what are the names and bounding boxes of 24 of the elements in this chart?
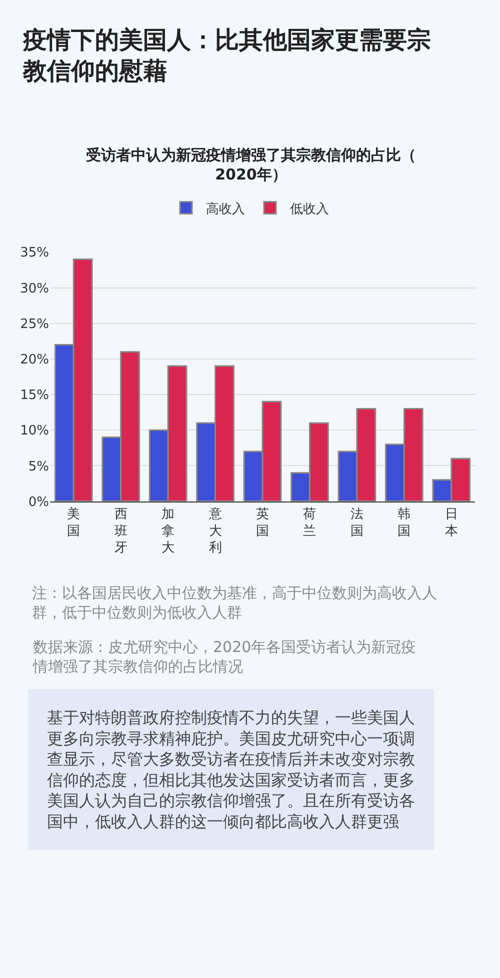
- x-tick-label: 韩国: [398, 506, 411, 539]
- y-tick-label: 10%: [20, 424, 49, 439]
- x-tick-label: 西班牙: [114, 506, 128, 556]
- y-tick-label: 35%: [20, 246, 49, 261]
- x-tick-label: 美国: [67, 506, 80, 539]
- text: 注：以各国居民收入中位数为基准，高于中位数则为高收入人群，低于中位数则为低收入人群: [32, 584, 437, 622]
- y-tick-label: 15%: [20, 388, 49, 404]
- source-note: 数据来源：皮尤研究中心，2020年各国受访者认为新冠疫情增强了其宗教信仰的占比情况: [32, 638, 416, 676]
- chart-subtitle: 受访者中认为新冠疫情增强了其宗教信仰的占比（2020年）: [85, 146, 416, 184]
- y-tick-label: 30%: [20, 281, 49, 296]
- x-tick-label: 法国: [350, 506, 364, 539]
- y-tick-label: 5%: [28, 459, 49, 474]
- x-tick-label: 英国: [256, 506, 269, 539]
- y-tick-label: 25%: [20, 316, 49, 332]
- x-tick-label: 加拿大: [162, 506, 175, 556]
- legend-label: 高收入: [206, 200, 245, 217]
- y-tick-label: 0%: [28, 494, 49, 510]
- x-tick-label: 意大利: [208, 506, 222, 556]
- chart-title: 疫情下的美国人：比其他国家更需要宗教信仰的慰藉: [22, 26, 431, 86]
- x-tick-label: 荷兰: [303, 506, 316, 539]
- legend-label: 低收入: [290, 202, 329, 217]
- text: 基于对特朗普政府控制疫情不力的失望，一些美国人更多向宗教寻求精神庇护。美国皮尤研究中心一项调查显示，尽管大多数受访者在疫情后并未改变对宗教信仰的态度，但相比其他发达国家受访者而言，更多美国人认为自己的宗教信仰增强了。且在所有受访各国中，低收入人群的这一倾向都比高收入人群更强: [47, 708, 415, 831]
- x-tick-label: 日本: [444, 506, 458, 539]
- y-tick-label: 20%: [20, 352, 49, 368]
